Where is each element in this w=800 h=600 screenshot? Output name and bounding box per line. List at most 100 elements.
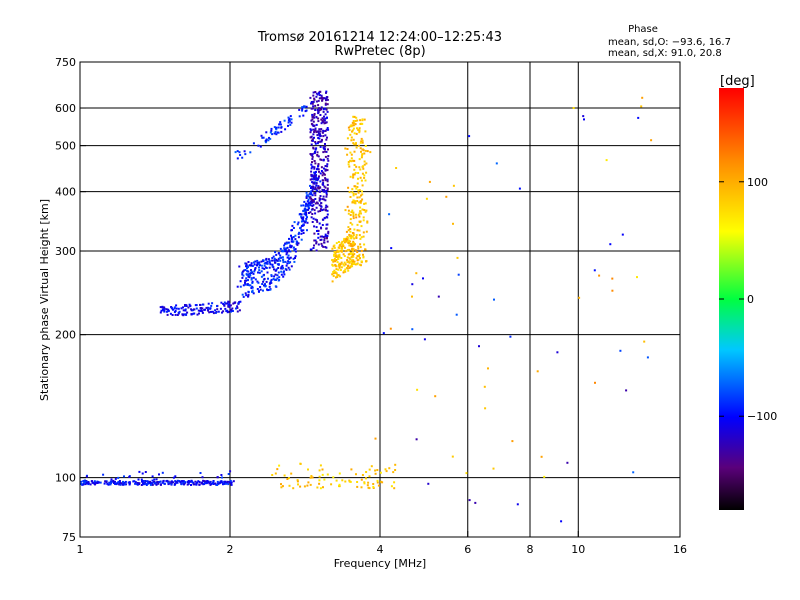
data-point <box>242 295 245 298</box>
y-tick-label: 75 <box>62 531 76 544</box>
data-point <box>283 270 285 273</box>
data-point <box>323 97 326 100</box>
data-point <box>260 134 263 137</box>
data-point <box>269 263 272 266</box>
data-point <box>313 232 316 235</box>
data-point <box>300 232 303 235</box>
data-point <box>110 478 113 481</box>
data-point <box>97 481 100 484</box>
data-point <box>305 191 308 194</box>
data-point <box>361 193 364 196</box>
data-point <box>262 280 265 283</box>
data-point <box>338 250 341 253</box>
data-point <box>349 228 352 230</box>
data-point <box>161 306 164 309</box>
data-point <box>326 165 329 168</box>
data-point <box>357 128 360 131</box>
data-point <box>271 259 274 262</box>
data-point <box>322 245 325 248</box>
data-point <box>353 244 356 247</box>
data-point <box>320 108 322 111</box>
data-point <box>252 261 255 264</box>
data-point <box>349 175 352 178</box>
data-point <box>560 520 563 523</box>
data-point <box>282 261 285 264</box>
data-point <box>270 127 273 130</box>
data-point <box>241 271 244 274</box>
series-x-mode-sporadic-e <box>271 462 397 490</box>
data-point <box>103 482 106 485</box>
data-point <box>312 128 315 131</box>
data-point <box>295 240 298 243</box>
data-point <box>274 261 276 264</box>
data-point <box>300 204 303 207</box>
data-point <box>176 479 179 482</box>
data-point <box>356 182 359 185</box>
data-point <box>311 118 314 121</box>
data-point <box>288 117 291 120</box>
data-point <box>322 179 325 182</box>
data-point <box>222 482 225 485</box>
data-point <box>319 140 322 143</box>
data-point <box>197 480 200 483</box>
data-point <box>311 113 314 116</box>
data-point <box>338 264 341 267</box>
grid-lines <box>80 62 680 537</box>
data-point <box>325 190 328 192</box>
data-point <box>368 475 371 478</box>
y-tick-label: 100 <box>55 472 76 485</box>
data-point <box>251 290 254 293</box>
data-point <box>254 267 257 269</box>
data-point <box>183 482 186 485</box>
data-point <box>201 310 204 313</box>
data-point <box>358 196 361 199</box>
data-point <box>451 455 454 458</box>
data-point <box>358 220 361 223</box>
data-point <box>325 121 328 124</box>
data-point <box>301 106 304 109</box>
data-point <box>351 130 353 133</box>
data-point <box>259 286 262 288</box>
data-point <box>256 263 259 266</box>
data-point <box>353 115 356 118</box>
data-point <box>316 486 319 489</box>
data-point <box>268 259 271 262</box>
data-point <box>360 486 363 489</box>
data-point <box>356 262 359 265</box>
data-point <box>281 267 284 270</box>
data-point <box>149 483 152 486</box>
data-point <box>322 146 325 149</box>
data-point <box>311 198 314 201</box>
data-point <box>84 483 87 486</box>
data-point <box>359 257 361 260</box>
data-point <box>200 482 203 485</box>
data-point <box>333 251 336 254</box>
data-point <box>262 136 265 139</box>
data-point <box>425 197 428 200</box>
data-point <box>359 123 362 125</box>
data-point <box>322 135 325 138</box>
data-point <box>335 479 338 482</box>
data-point <box>128 482 131 485</box>
data-point <box>289 123 292 126</box>
data-point <box>341 479 344 482</box>
data-point <box>225 482 227 485</box>
data-point <box>311 175 314 178</box>
data-point <box>347 242 350 245</box>
data-point <box>365 477 367 480</box>
data-point <box>322 108 325 111</box>
data-point <box>324 130 327 132</box>
data-point <box>224 480 227 483</box>
data-point <box>279 247 282 250</box>
data-point <box>351 201 354 203</box>
data-point <box>317 232 320 235</box>
data-point <box>284 260 287 263</box>
data-point <box>310 163 313 166</box>
data-point <box>300 213 303 216</box>
data-point <box>179 481 182 484</box>
data-point <box>249 272 251 275</box>
data-point <box>290 265 293 268</box>
data-point <box>226 480 229 483</box>
data-point <box>175 304 178 307</box>
data-point <box>355 473 357 476</box>
